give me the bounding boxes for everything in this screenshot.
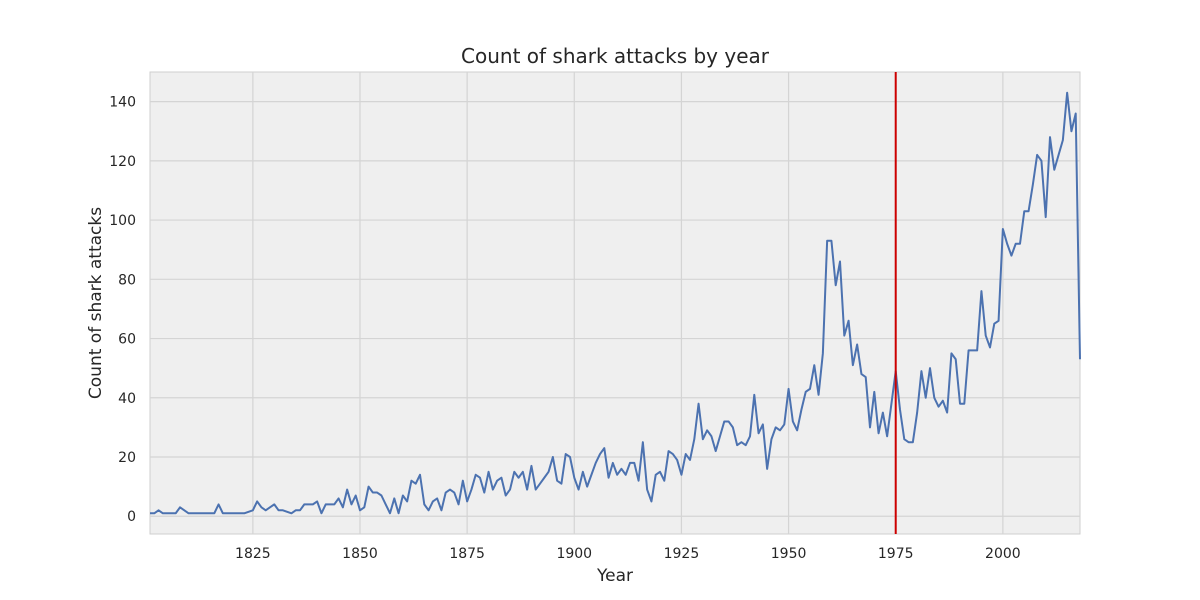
x-tick-label: 2000	[985, 546, 1021, 562]
grid-lines	[150, 72, 1080, 534]
series-line	[150, 91, 1081, 515]
y-tick-label: 140	[109, 95, 136, 111]
y-tick-label: 20	[118, 450, 136, 466]
y-tick-label: 40	[118, 391, 136, 407]
x-tick-label: 1850	[342, 546, 378, 562]
chart-title: Count of shark attacks by year	[461, 44, 770, 68]
y-tick-label: 120	[109, 154, 136, 170]
x-axis-label: Year	[596, 566, 633, 586]
x-tick-label: 1900	[556, 546, 592, 562]
y-tick-label: 60	[118, 332, 136, 348]
x-tick-label: 1875	[449, 546, 485, 562]
x-tick-labels: 1825 1850 1875 1900 1925 1950 1975 2000	[235, 546, 1021, 562]
y-tick-label: 80	[118, 272, 136, 288]
y-tick-label: 100	[109, 213, 136, 229]
x-tick-label: 1925	[664, 546, 700, 562]
plot-background	[149, 71, 1081, 535]
x-tick-label: 1950	[771, 546, 807, 562]
y-tick-label: 0	[127, 509, 136, 525]
x-tick-label: 1825	[235, 546, 271, 562]
x-tick-label: 1975	[878, 546, 914, 562]
y-axis-label: Count of shark attacks	[86, 207, 106, 399]
y-tick-labels: 0 20 40 60 80 100 120 140	[109, 95, 136, 526]
